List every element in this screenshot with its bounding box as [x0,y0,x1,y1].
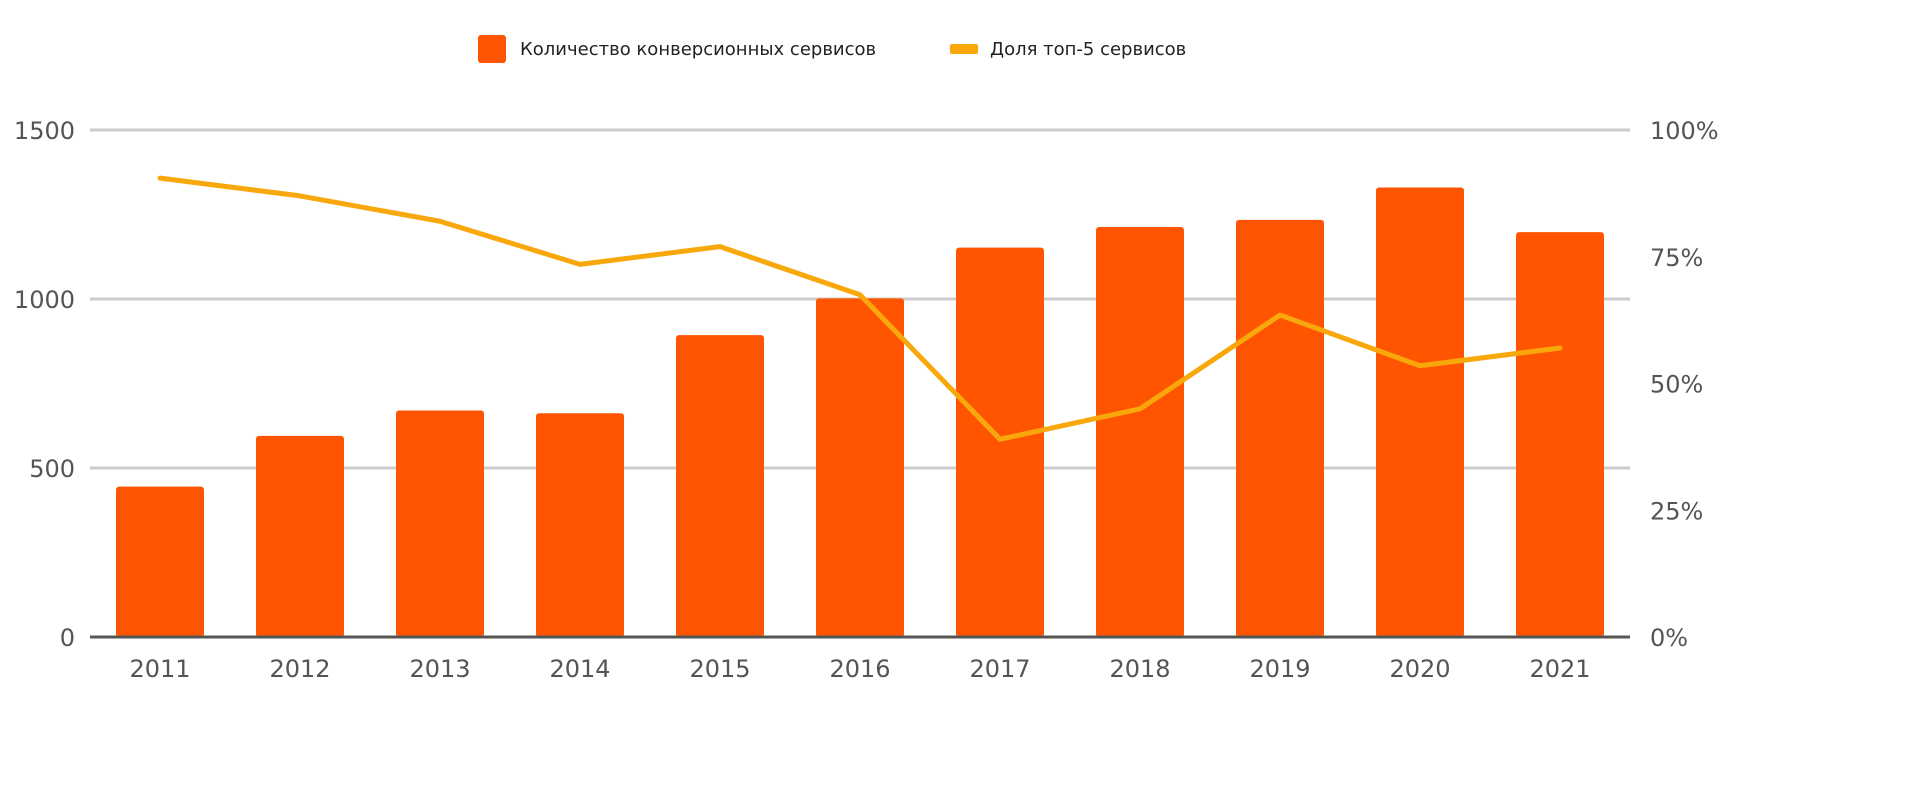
bar [1236,219,1324,637]
legend-swatch-line [950,44,978,54]
y-left-tick-label: 1500 [14,117,75,145]
x-tick-label: 2012 [269,655,330,683]
line-series [157,175,1563,442]
y-left-tick-label: 0 [60,624,75,652]
y-axis-left: 0 500 1000 1500 [14,117,75,652]
bar [1376,187,1464,637]
y-right-tick-label: 0% [1650,624,1688,652]
bar [536,413,624,637]
legend: Количество конверсионных сервисов Доля т… [478,35,1186,63]
y-left-tick-label: 1000 [14,286,75,314]
y-right-tick-label: 75% [1650,244,1703,272]
x-tick-label: 2016 [829,655,890,683]
y-right-tick-label: 25% [1650,497,1703,525]
bar [396,410,484,637]
x-tick-label: 2013 [409,655,470,683]
y-axis-right: 0% 25% 50% 75% 100% [1650,117,1719,652]
x-tick-label: 2015 [689,655,750,683]
x-tick-label: 2019 [1249,655,1310,683]
x-tick-label: 2011 [129,655,190,683]
bar [116,486,204,637]
x-axis: 2011 2012 2013 2014 2015 2016 2017 2018 2019 2020… [90,635,1630,683]
y-right-tick-label: 50% [1650,371,1703,399]
bar-series [116,187,1604,638]
legend-label-line: Доля топ-5 сервисов [990,39,1186,60]
bar [1516,232,1604,638]
bar [956,247,1044,637]
x-tick-label: 2017 [969,655,1030,683]
bar [256,435,344,637]
x-tick-label: 2018 [1109,655,1170,683]
bar [816,298,904,637]
y-left-tick-label: 500 [29,455,75,483]
legend-swatch-bars [478,35,506,63]
bar [1096,227,1184,638]
bar [676,335,764,637]
x-tick-label: 2021 [1529,655,1590,683]
x-tick-label: 2020 [1389,655,1450,683]
legend-label-bars: Количество конверсионных сервисов [520,39,876,60]
x-tick-label: 2014 [549,655,610,683]
series-line [157,175,1563,442]
y-right-tick-label: 100% [1650,117,1719,145]
